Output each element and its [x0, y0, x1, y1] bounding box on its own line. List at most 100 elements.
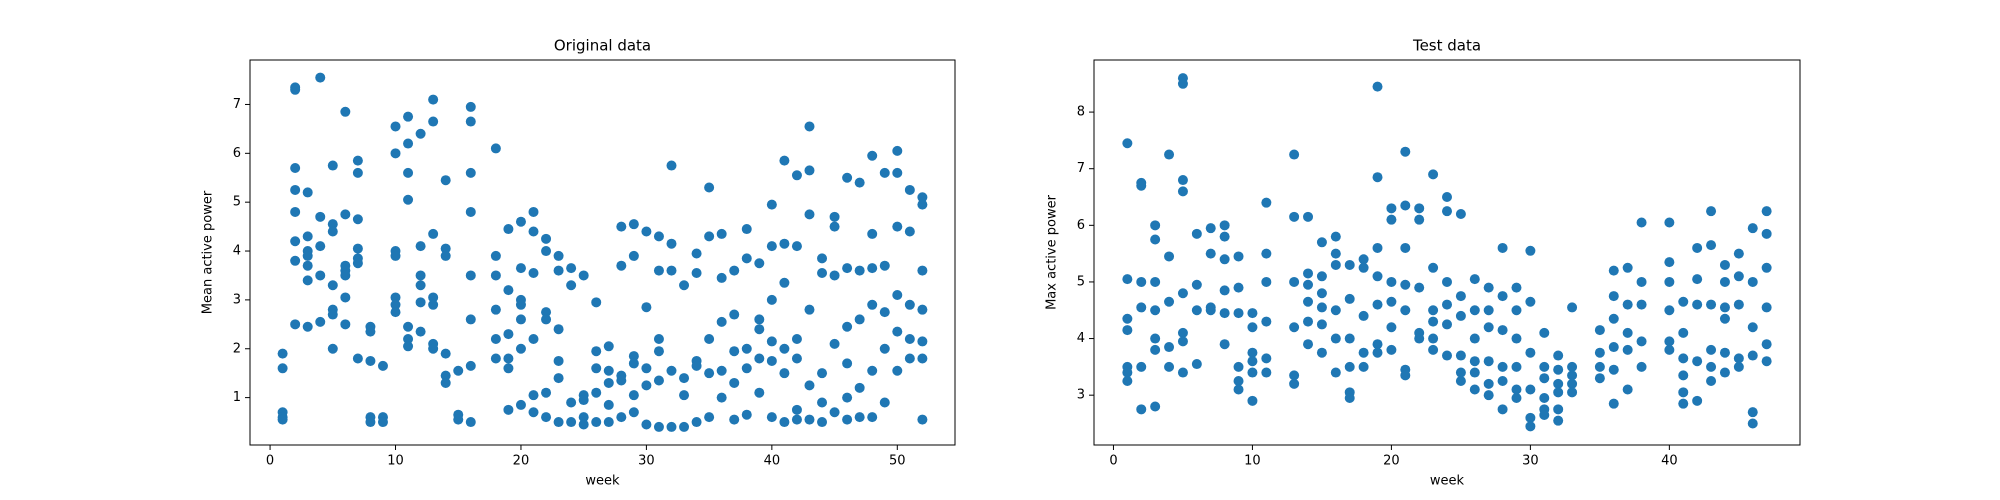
data-point	[766, 294, 777, 305]
data-point	[791, 241, 802, 252]
data-point	[1177, 367, 1188, 378]
data-point	[1747, 350, 1758, 361]
data-point	[553, 265, 564, 276]
x-tick-label: 10	[1244, 454, 1261, 469]
data-point	[591, 417, 602, 428]
data-point	[490, 270, 501, 281]
data-point	[1761, 206, 1772, 217]
data-point	[1692, 242, 1703, 253]
x-axis-label: week	[585, 474, 620, 489]
data-point	[1539, 361, 1550, 372]
data-point	[779, 368, 790, 379]
data-point	[515, 299, 526, 310]
data-point	[842, 321, 853, 332]
data-point	[1442, 299, 1452, 310]
data-point	[302, 260, 313, 271]
data-point	[603, 377, 614, 388]
data-point	[1261, 367, 1272, 378]
data-point	[1733, 299, 1744, 310]
data-point	[377, 360, 388, 371]
data-point	[578, 419, 589, 430]
data-point	[1511, 393, 1522, 404]
data-point	[1553, 364, 1564, 375]
data-point	[1442, 319, 1452, 330]
data-point	[1622, 344, 1633, 355]
data-point	[1497, 376, 1508, 387]
data-point	[679, 421, 690, 432]
data-point	[503, 224, 514, 235]
data-point	[1594, 347, 1605, 358]
data-point	[1678, 353, 1689, 364]
data-point	[1191, 305, 1202, 316]
data-point	[817, 397, 828, 408]
data-point	[415, 326, 426, 337]
data-point	[578, 270, 589, 281]
data-point	[1289, 378, 1300, 389]
data-point	[653, 346, 664, 357]
data-point	[1330, 248, 1341, 259]
data-point	[1289, 322, 1300, 333]
data-point	[1733, 361, 1744, 372]
data-point	[340, 292, 351, 303]
data-point	[1164, 149, 1175, 160]
data-point	[1316, 237, 1327, 248]
data-point	[628, 250, 639, 261]
data-point	[917, 414, 928, 425]
data-point	[804, 380, 815, 391]
data-point	[553, 324, 564, 335]
data-point	[302, 321, 313, 332]
data-point	[415, 280, 426, 291]
data-point	[553, 355, 564, 366]
data-point	[628, 219, 639, 230]
data-point	[1567, 378, 1578, 389]
data-point	[766, 241, 777, 252]
data-point	[1692, 356, 1703, 367]
data-point	[1622, 262, 1633, 273]
data-point	[490, 333, 501, 344]
data-point	[290, 319, 301, 330]
data-point	[415, 297, 426, 308]
x-tick-label: 40	[1661, 454, 1678, 469]
data-point	[1636, 336, 1647, 347]
data-point	[754, 258, 765, 269]
data-point	[1525, 384, 1536, 395]
data-point	[1428, 316, 1439, 327]
data-point	[679, 390, 690, 401]
data-point	[704, 231, 715, 242]
data-point	[1233, 282, 1244, 293]
data-point	[403, 341, 414, 352]
data-point	[1177, 327, 1188, 338]
data-point	[1400, 279, 1411, 290]
data-point	[340, 270, 351, 281]
data-point	[541, 233, 552, 244]
data-point	[1136, 180, 1147, 191]
data-point	[1455, 209, 1466, 219]
data-point	[716, 316, 727, 327]
data-point	[377, 417, 388, 428]
data-point	[465, 116, 476, 127]
data-point	[1483, 305, 1494, 316]
data-point	[1664, 217, 1675, 228]
data-point	[917, 265, 928, 276]
data-point	[1761, 302, 1772, 313]
data-point	[428, 343, 439, 354]
data-point	[1261, 276, 1272, 287]
data-point	[791, 404, 802, 415]
data-point	[1636, 361, 1647, 372]
data-point	[879, 260, 890, 271]
data-point	[453, 414, 464, 425]
data-point	[1344, 361, 1355, 372]
data-point	[1386, 296, 1397, 307]
data-point	[290, 162, 301, 173]
data-point	[390, 292, 401, 303]
data-point	[528, 206, 539, 217]
data-point	[327, 160, 338, 171]
data-point	[1622, 384, 1633, 395]
x-tick-label: 0	[266, 454, 274, 469]
data-point	[879, 167, 890, 178]
data-point	[1636, 276, 1647, 287]
data-point	[1706, 240, 1717, 251]
data-point	[1219, 308, 1230, 319]
data-point	[1664, 305, 1675, 316]
data-point	[528, 407, 539, 418]
